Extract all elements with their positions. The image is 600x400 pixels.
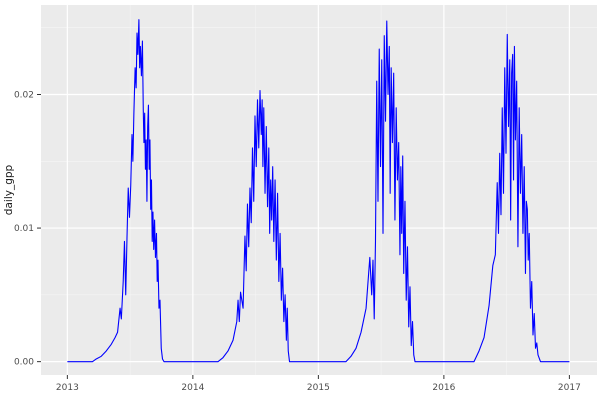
x-tick-label: 2016 — [432, 383, 455, 393]
x-tick-label: 2014 — [181, 383, 204, 393]
y-axis-title: daily_gpp — [3, 164, 15, 215]
x-tick-label: 2013 — [56, 383, 79, 393]
y-tick-label: 0.02 — [14, 90, 34, 100]
x-tick-label: 2015 — [307, 383, 330, 393]
plot-panel — [41, 5, 597, 375]
data-line — [67, 19, 570, 363]
y-tick-label: 0.01 — [14, 224, 34, 234]
x-tick-label: 2017 — [558, 383, 581, 393]
y-tick-label: 0.00 — [14, 358, 34, 368]
